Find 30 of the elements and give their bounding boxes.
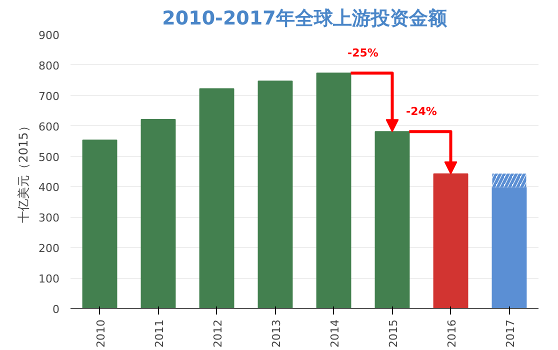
y-tick-label: 700 [38, 90, 60, 103]
bar [82, 140, 118, 308]
x-tick-label: 2014 [328, 319, 342, 348]
chart-title: 2010-2017年全球上游投资金额 [162, 8, 448, 30]
x-tick-label: 2011 [152, 319, 166, 348]
x-tick-label: 2015 [386, 319, 400, 348]
annotation: -24% [406, 104, 437, 118]
y-tick-label: 900 [38, 29, 60, 42]
x-tick-label: 2013 [270, 319, 283, 348]
bar [433, 173, 468, 308]
bar [492, 186, 527, 308]
x-tick-label: 2016 [445, 319, 458, 348]
bar [140, 118, 176, 308]
x-tick-label: 2017 [504, 319, 517, 348]
bar [258, 80, 293, 308]
x-tick-label: 2010 [94, 319, 108, 348]
annotation: -25% [348, 46, 378, 60]
y-tick-label: 300 [38, 212, 60, 225]
x-tick-label: 2012 [211, 319, 224, 348]
bar [374, 131, 410, 308]
y-tick-label: 500 [38, 150, 60, 164]
y-tick-label: 200 [38, 242, 60, 256]
y-tick-label: 400 [38, 181, 60, 194]
y-tick-label: 0 [52, 303, 60, 316]
y-tick-label: 800 [38, 59, 60, 72]
bar [199, 88, 234, 308]
y-tick-label: 600 [38, 120, 60, 134]
bar [316, 72, 352, 308]
y-tick-label: 100 [38, 272, 60, 286]
y-axis-title: 十亿美元（2015） [16, 120, 31, 223]
